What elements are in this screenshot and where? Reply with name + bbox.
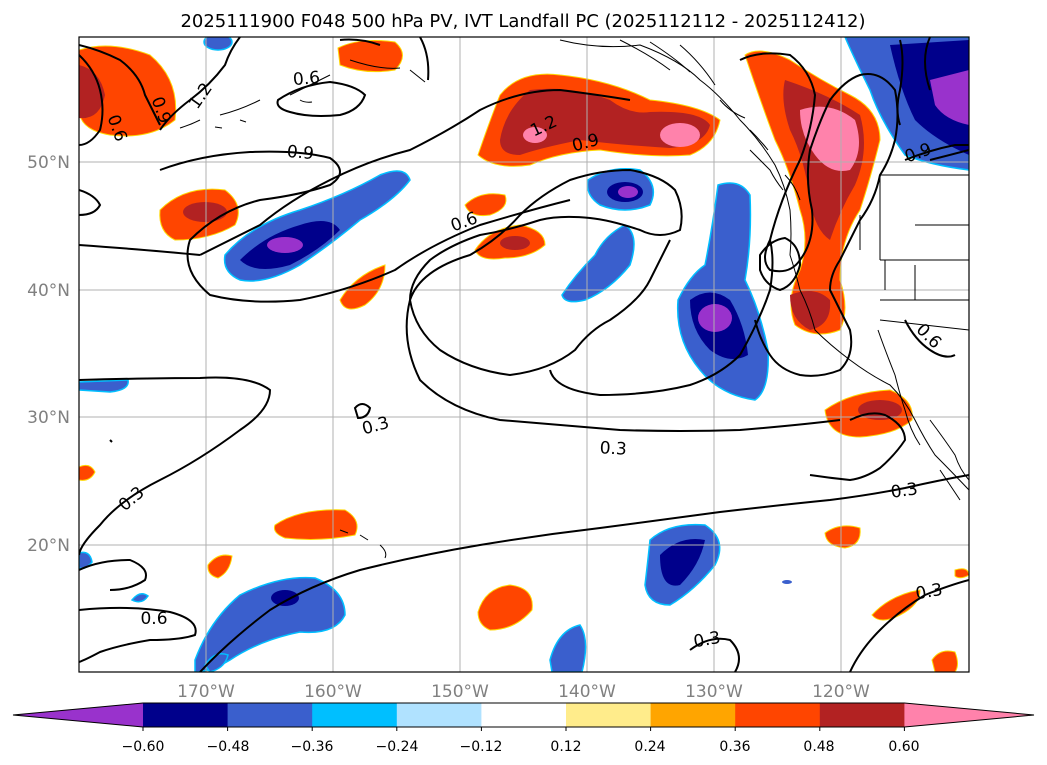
cb-tick-7: 0.36	[719, 739, 750, 755]
lon-label-140w: 140°W	[558, 682, 616, 702]
lat-label-30n: 30°N	[27, 408, 70, 428]
clabel-0-3-east: 0.3	[599, 438, 627, 459]
cb-tick-2: −0.36	[291, 739, 334, 755]
clabel-0-3-south: 0.3	[692, 628, 722, 652]
coastlines	[109, 39, 969, 559]
cb-tick-0: −0.60	[122, 739, 165, 755]
pv-blob-145w-15n	[477, 584, 533, 631]
colorbar-segment	[396, 703, 482, 727]
clabel-0-6-south: 0.6	[140, 609, 167, 629]
colorbar	[12, 702, 1035, 731]
pv-blob-neg-139w	[561, 224, 635, 303]
colorbar-extend-max	[904, 703, 1034, 727]
colorbar-segment	[227, 703, 313, 727]
lon-tick-labels: 170°W 160°W 150°W 140°W 130°W 120°W	[177, 682, 870, 702]
pv-contours	[79, 37, 969, 672]
clabel-0-6-north: 0.6	[292, 68, 321, 90]
lat-tick-labels: 50°N 40°N 30°N 20°N	[27, 153, 70, 556]
pv-blob-160w-20n	[274, 509, 358, 540]
colorbar-segment	[819, 703, 905, 727]
lon-label-150w: 150°W	[431, 682, 489, 702]
lon-label-120w: 120°W	[812, 682, 870, 702]
pv-blob-neg-142w	[549, 624, 587, 672]
pv-blob-alaska	[337, 40, 403, 73]
colorbar-segment	[735, 703, 821, 727]
pv-blob-165w	[339, 264, 386, 310]
colorbar-segment	[143, 703, 229, 727]
lon-label-130w: 130°W	[685, 682, 743, 702]
cb-tick-9: 0.60	[888, 739, 919, 755]
cb-tick-3: −0.24	[376, 739, 419, 755]
figure-title: 2025111900 F048 500 hPa PV, IVT Landfall…	[180, 11, 865, 32]
colorbar-extend-min	[13, 703, 143, 727]
colorbar-ticks: −0.60 −0.48 −0.36 −0.24 −0.12 0.12 0.24 …	[122, 739, 920, 755]
cb-tick-8: 0.48	[803, 739, 834, 755]
lat-label-40n: 40°N	[27, 281, 70, 301]
lon-label-170w: 170°W	[177, 682, 235, 702]
colorbar-segment	[566, 703, 652, 727]
gridlines	[79, 37, 969, 672]
cb-tick-1: −0.48	[207, 739, 250, 755]
pv-blob-145w-a	[464, 193, 507, 216]
cb-tick-6: 0.24	[634, 739, 665, 755]
cb-tick-5: 0.12	[550, 739, 581, 755]
colorbar-segment	[481, 703, 567, 727]
colorbar-segment	[312, 703, 398, 727]
map-frame	[78, 36, 970, 673]
positive-anomalies	[79, 40, 969, 672]
pv-blob-neg-160w-15n	[194, 576, 346, 672]
cb-tick-4: −0.12	[460, 739, 503, 755]
map-area: 0.6 1.2 0.9 0.6 0.9 1.2 0.9 0.6 0.9 0.6 …	[79, 37, 969, 672]
colorbar-segment	[650, 703, 736, 727]
clabel-0-3-south-east: 0.3	[914, 580, 944, 604]
clabel-0-3-mexico: 0.3	[890, 479, 920, 503]
lon-label-160w: 160°W	[304, 682, 362, 702]
pv-blob-115w-15n	[871, 589, 921, 621]
lat-label-50n: 50°N	[27, 153, 70, 173]
lat-label-20n: 20°N	[27, 536, 70, 556]
clabel-0-9-mid: 0.9	[286, 142, 315, 164]
